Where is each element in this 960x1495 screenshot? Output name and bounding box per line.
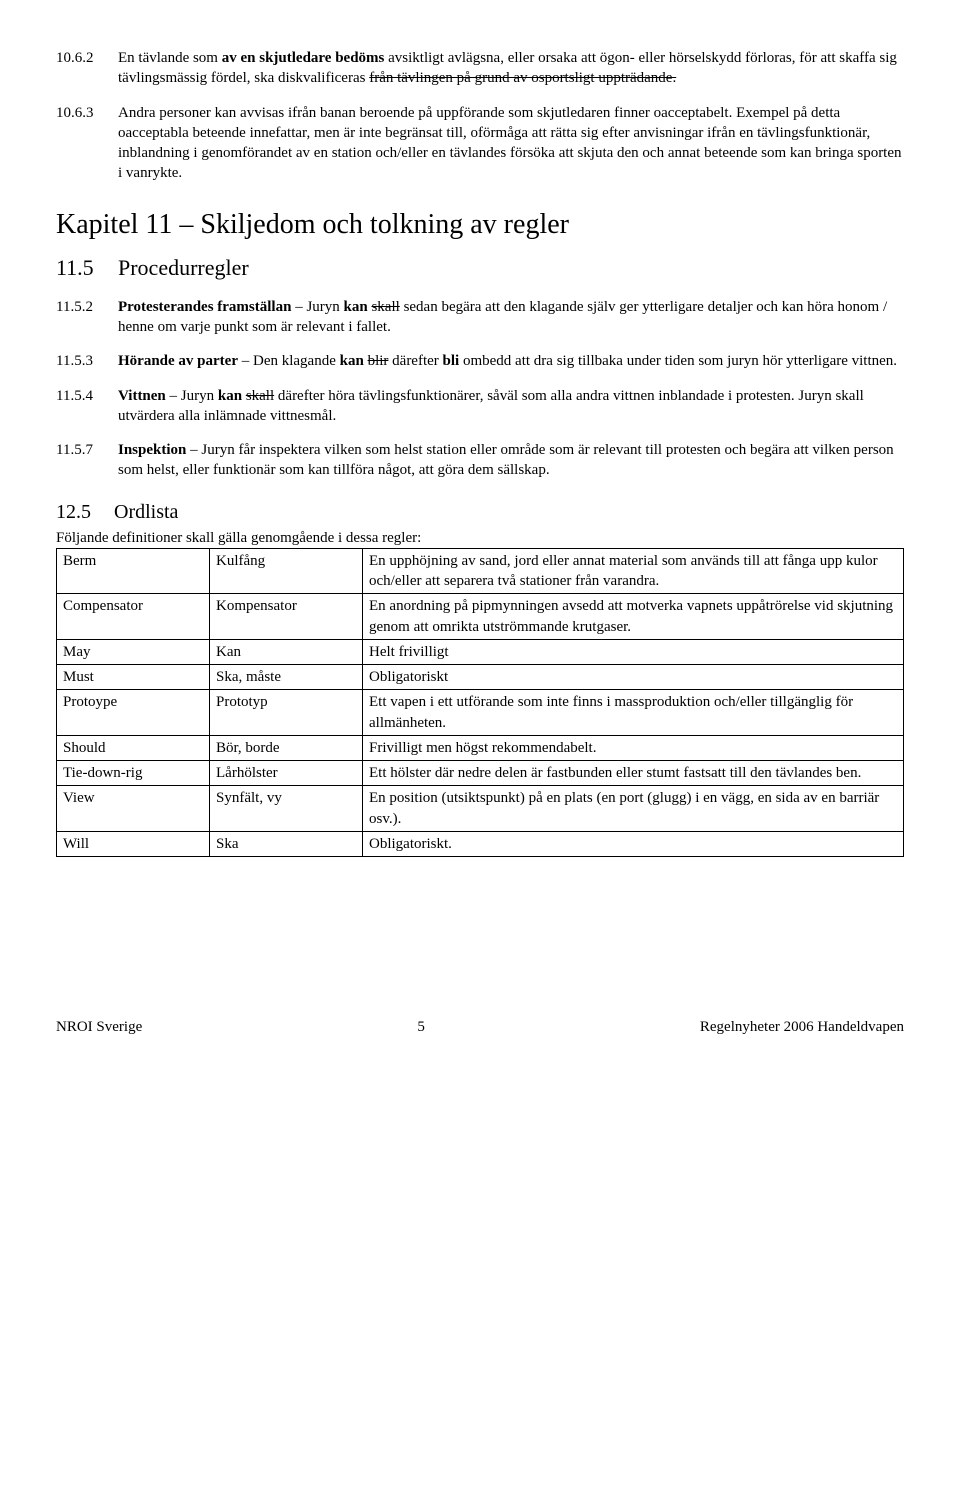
glossary-en: Tie-down-rig — [57, 761, 210, 786]
rule-body: En tävlande som av en skjutledare bedöms… — [118, 48, 904, 89]
glossary-en: Compensator — [57, 594, 210, 640]
section-num: 12.5 — [56, 499, 114, 526]
table-row: ViewSynfält, vyEn position (utsiktspunkt… — [57, 786, 904, 832]
glossary-table: BermKulfångEn upphöjning av sand, jord e… — [56, 548, 904, 857]
glossary-def: Obligatoriskt. — [363, 831, 904, 856]
glossary-en: Should — [57, 735, 210, 760]
rule-item: 11.5.3Hörande av parter – Den klagande k… — [56, 351, 904, 371]
rule-number: 10.6.2 — [56, 48, 118, 89]
table-row: WillSkaObligatoriskt. — [57, 831, 904, 856]
glossary-sv: Prototyp — [210, 690, 363, 736]
rule-item: 11.5.2Protesterandes framställan – Juryn… — [56, 297, 904, 338]
section-label: Procedurregler — [118, 253, 249, 283]
glossary-def: Helt frivilligt — [363, 639, 904, 664]
rule-number: 11.5.3 — [56, 351, 118, 371]
table-row: ShouldBör, bordeFrivilligt men högst rek… — [57, 735, 904, 760]
glossary-sv: Ska, måste — [210, 665, 363, 690]
glossary-sv: Bör, borde — [210, 735, 363, 760]
glossary-sv: Kompensator — [210, 594, 363, 640]
glossary-def: Ett vapen i ett utförande som inte finns… — [363, 690, 904, 736]
table-row: MayKanHelt frivilligt — [57, 639, 904, 664]
rule-number: 11.5.4 — [56, 386, 118, 427]
glossary-sv: Kulfång — [210, 548, 363, 594]
table-row: MustSka, måsteObligatoriskt — [57, 665, 904, 690]
footer-left: NROI Sverige — [56, 1017, 142, 1037]
glossary-sv: Kan — [210, 639, 363, 664]
glossary-en: Protoype — [57, 690, 210, 736]
section-label: Ordlista — [114, 499, 178, 526]
glossary-en: Must — [57, 665, 210, 690]
glossary-def: En upphöjning av sand, jord eller annat … — [363, 548, 904, 594]
chapter-title: Kapitel 11 – Skiljedom och tolkning av r… — [56, 206, 904, 244]
rule-body: Inspektion – Juryn får inspektera vilken… — [118, 440, 904, 481]
section-11-5-heading: 11.5 Procedurregler — [56, 253, 904, 283]
rule-body: Hörande av parter – Den klagande kan bli… — [118, 351, 904, 371]
glossary-def: Obligatoriskt — [363, 665, 904, 690]
glossary-intro: Följande definitioner skall gälla genomg… — [56, 528, 904, 548]
glossary-en: Berm — [57, 548, 210, 594]
footer-right: Regelnyheter 2006 Handeldvapen — [700, 1017, 904, 1037]
rule-body: Vittnen – Juryn kan skall därefter höra … — [118, 386, 904, 427]
glossary-def: En anordning på pipmynningen avsedd att … — [363, 594, 904, 640]
table-row: Tie-down-rigLårhölsterEtt hölster där ne… — [57, 761, 904, 786]
page-footer: NROI Sverige 5 Regelnyheter 2006 Handeld… — [56, 1017, 904, 1037]
table-row: CompensatorKompensatorEn anordning på pi… — [57, 594, 904, 640]
footer-page-number: 5 — [417, 1017, 425, 1037]
rule-item: 11.5.7Inspektion – Juryn får inspektera … — [56, 440, 904, 481]
table-row: ProtoypePrototypEtt vapen i ett utförand… — [57, 690, 904, 736]
glossary-def: En position (utsiktspunkt) på en plats (… — [363, 786, 904, 832]
rule-item: 10.6.2En tävlande som av en skjutledare … — [56, 48, 904, 89]
rule-item: 10.6.3Andra personer kan avvisas ifrån b… — [56, 103, 904, 184]
rule-body: Protesterandes framställan – Juryn kan s… — [118, 297, 904, 338]
rule-number: 10.6.3 — [56, 103, 118, 184]
rule-item: 11.5.4Vittnen – Juryn kan skall därefter… — [56, 386, 904, 427]
glossary-en: May — [57, 639, 210, 664]
rule-number: 11.5.7 — [56, 440, 118, 481]
rule-body: Andra personer kan avvisas ifrån banan b… — [118, 103, 904, 184]
glossary-en: View — [57, 786, 210, 832]
glossary-def: Frivilligt men högst rekommendabelt. — [363, 735, 904, 760]
glossary-def: Ett hölster där nedre delen är fastbunde… — [363, 761, 904, 786]
section-12-5-heading: 12.5 Ordlista — [56, 499, 904, 526]
section-num: 11.5 — [56, 253, 118, 283]
table-row: BermKulfångEn upphöjning av sand, jord e… — [57, 548, 904, 594]
rule-number: 11.5.2 — [56, 297, 118, 338]
glossary-sv: Synfält, vy — [210, 786, 363, 832]
glossary-en: Will — [57, 831, 210, 856]
glossary-sv: Lårhölster — [210, 761, 363, 786]
glossary-sv: Ska — [210, 831, 363, 856]
